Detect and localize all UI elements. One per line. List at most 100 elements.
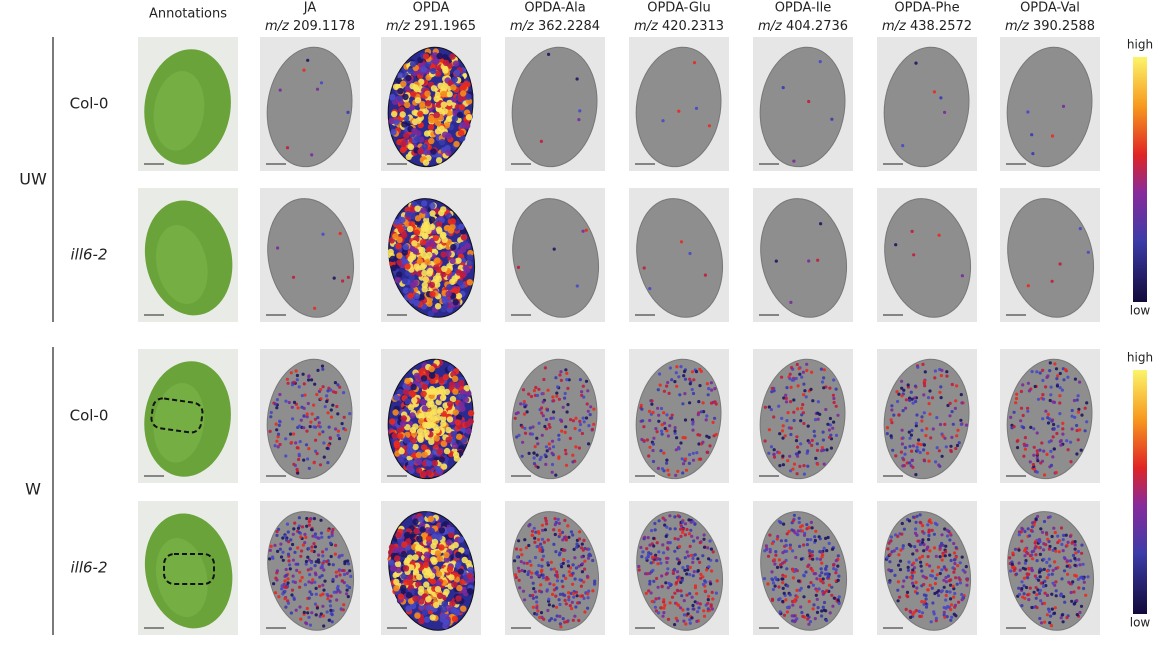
signal [434,91,442,99]
signal [450,84,457,91]
signal [400,573,407,580]
signal [307,378,311,382]
signal [276,445,280,449]
signal [901,409,905,413]
signal [782,396,786,400]
signal [412,248,419,255]
signal [397,72,404,79]
signal [1070,408,1074,413]
signal [950,435,954,439]
signal [333,381,337,385]
signal [768,533,772,537]
signal [920,554,925,559]
signal [1061,538,1065,542]
signal [922,602,926,607]
signal [304,562,308,566]
signal [770,386,774,390]
signal [691,422,695,426]
signal [1058,386,1062,390]
signal [572,547,576,552]
signal [451,76,458,83]
signal [1057,539,1061,543]
signal [453,609,460,616]
signal [831,393,836,397]
signal [535,606,539,610]
signal [399,146,407,154]
signal [286,552,291,556]
signal [1062,569,1067,573]
signal [441,600,448,608]
signal [549,567,553,571]
signal [948,538,952,542]
signal [1023,529,1027,534]
signal [834,571,838,575]
signal [1017,592,1022,597]
signal [943,436,947,440]
signal [1068,534,1072,539]
signal [804,395,808,399]
signal [675,570,680,574]
signal [898,568,903,572]
signal [688,453,692,457]
signal [657,413,661,417]
signal [781,577,785,581]
signal [900,379,904,383]
signal [418,293,425,301]
signal [938,390,942,394]
signal [432,58,440,65]
signal [1012,568,1016,573]
signal [906,565,910,570]
signal [433,111,440,119]
signal [538,549,542,553]
signal [698,367,702,371]
signal [800,375,804,379]
signal [1073,377,1077,381]
signal [815,589,819,593]
signal [827,583,832,587]
signal [926,523,930,527]
signal [766,582,770,586]
signal [943,422,947,426]
signal [959,422,964,426]
signal [431,558,438,565]
signal [1014,572,1019,576]
signal [556,385,560,389]
signal [455,292,463,300]
signal [541,576,546,580]
signal [328,436,333,441]
signal [574,605,578,609]
signal [906,595,910,599]
signal [537,421,541,425]
signal [935,446,939,450]
signal [283,534,287,538]
signal [429,372,436,379]
signal [776,534,780,539]
signal [927,533,931,538]
signal [934,616,939,621]
leaf-shade [153,71,205,151]
signal [887,568,891,572]
signal [310,549,314,553]
signal [1017,548,1021,552]
signal [783,434,787,438]
signal [774,259,778,263]
signal [1024,559,1028,563]
signal [268,557,272,561]
signal [445,426,452,434]
signal [400,584,407,591]
signal [547,442,551,446]
signal [410,437,417,444]
signal [909,544,913,548]
signal [336,412,340,416]
signal [1061,549,1065,553]
signal [642,266,646,270]
signal [1026,552,1030,556]
signal [930,586,934,590]
signal [448,526,455,533]
signal [778,464,782,468]
signal [421,143,428,150]
signal [539,611,544,615]
signal [1050,419,1054,423]
signal [448,574,455,581]
signal [802,573,806,577]
